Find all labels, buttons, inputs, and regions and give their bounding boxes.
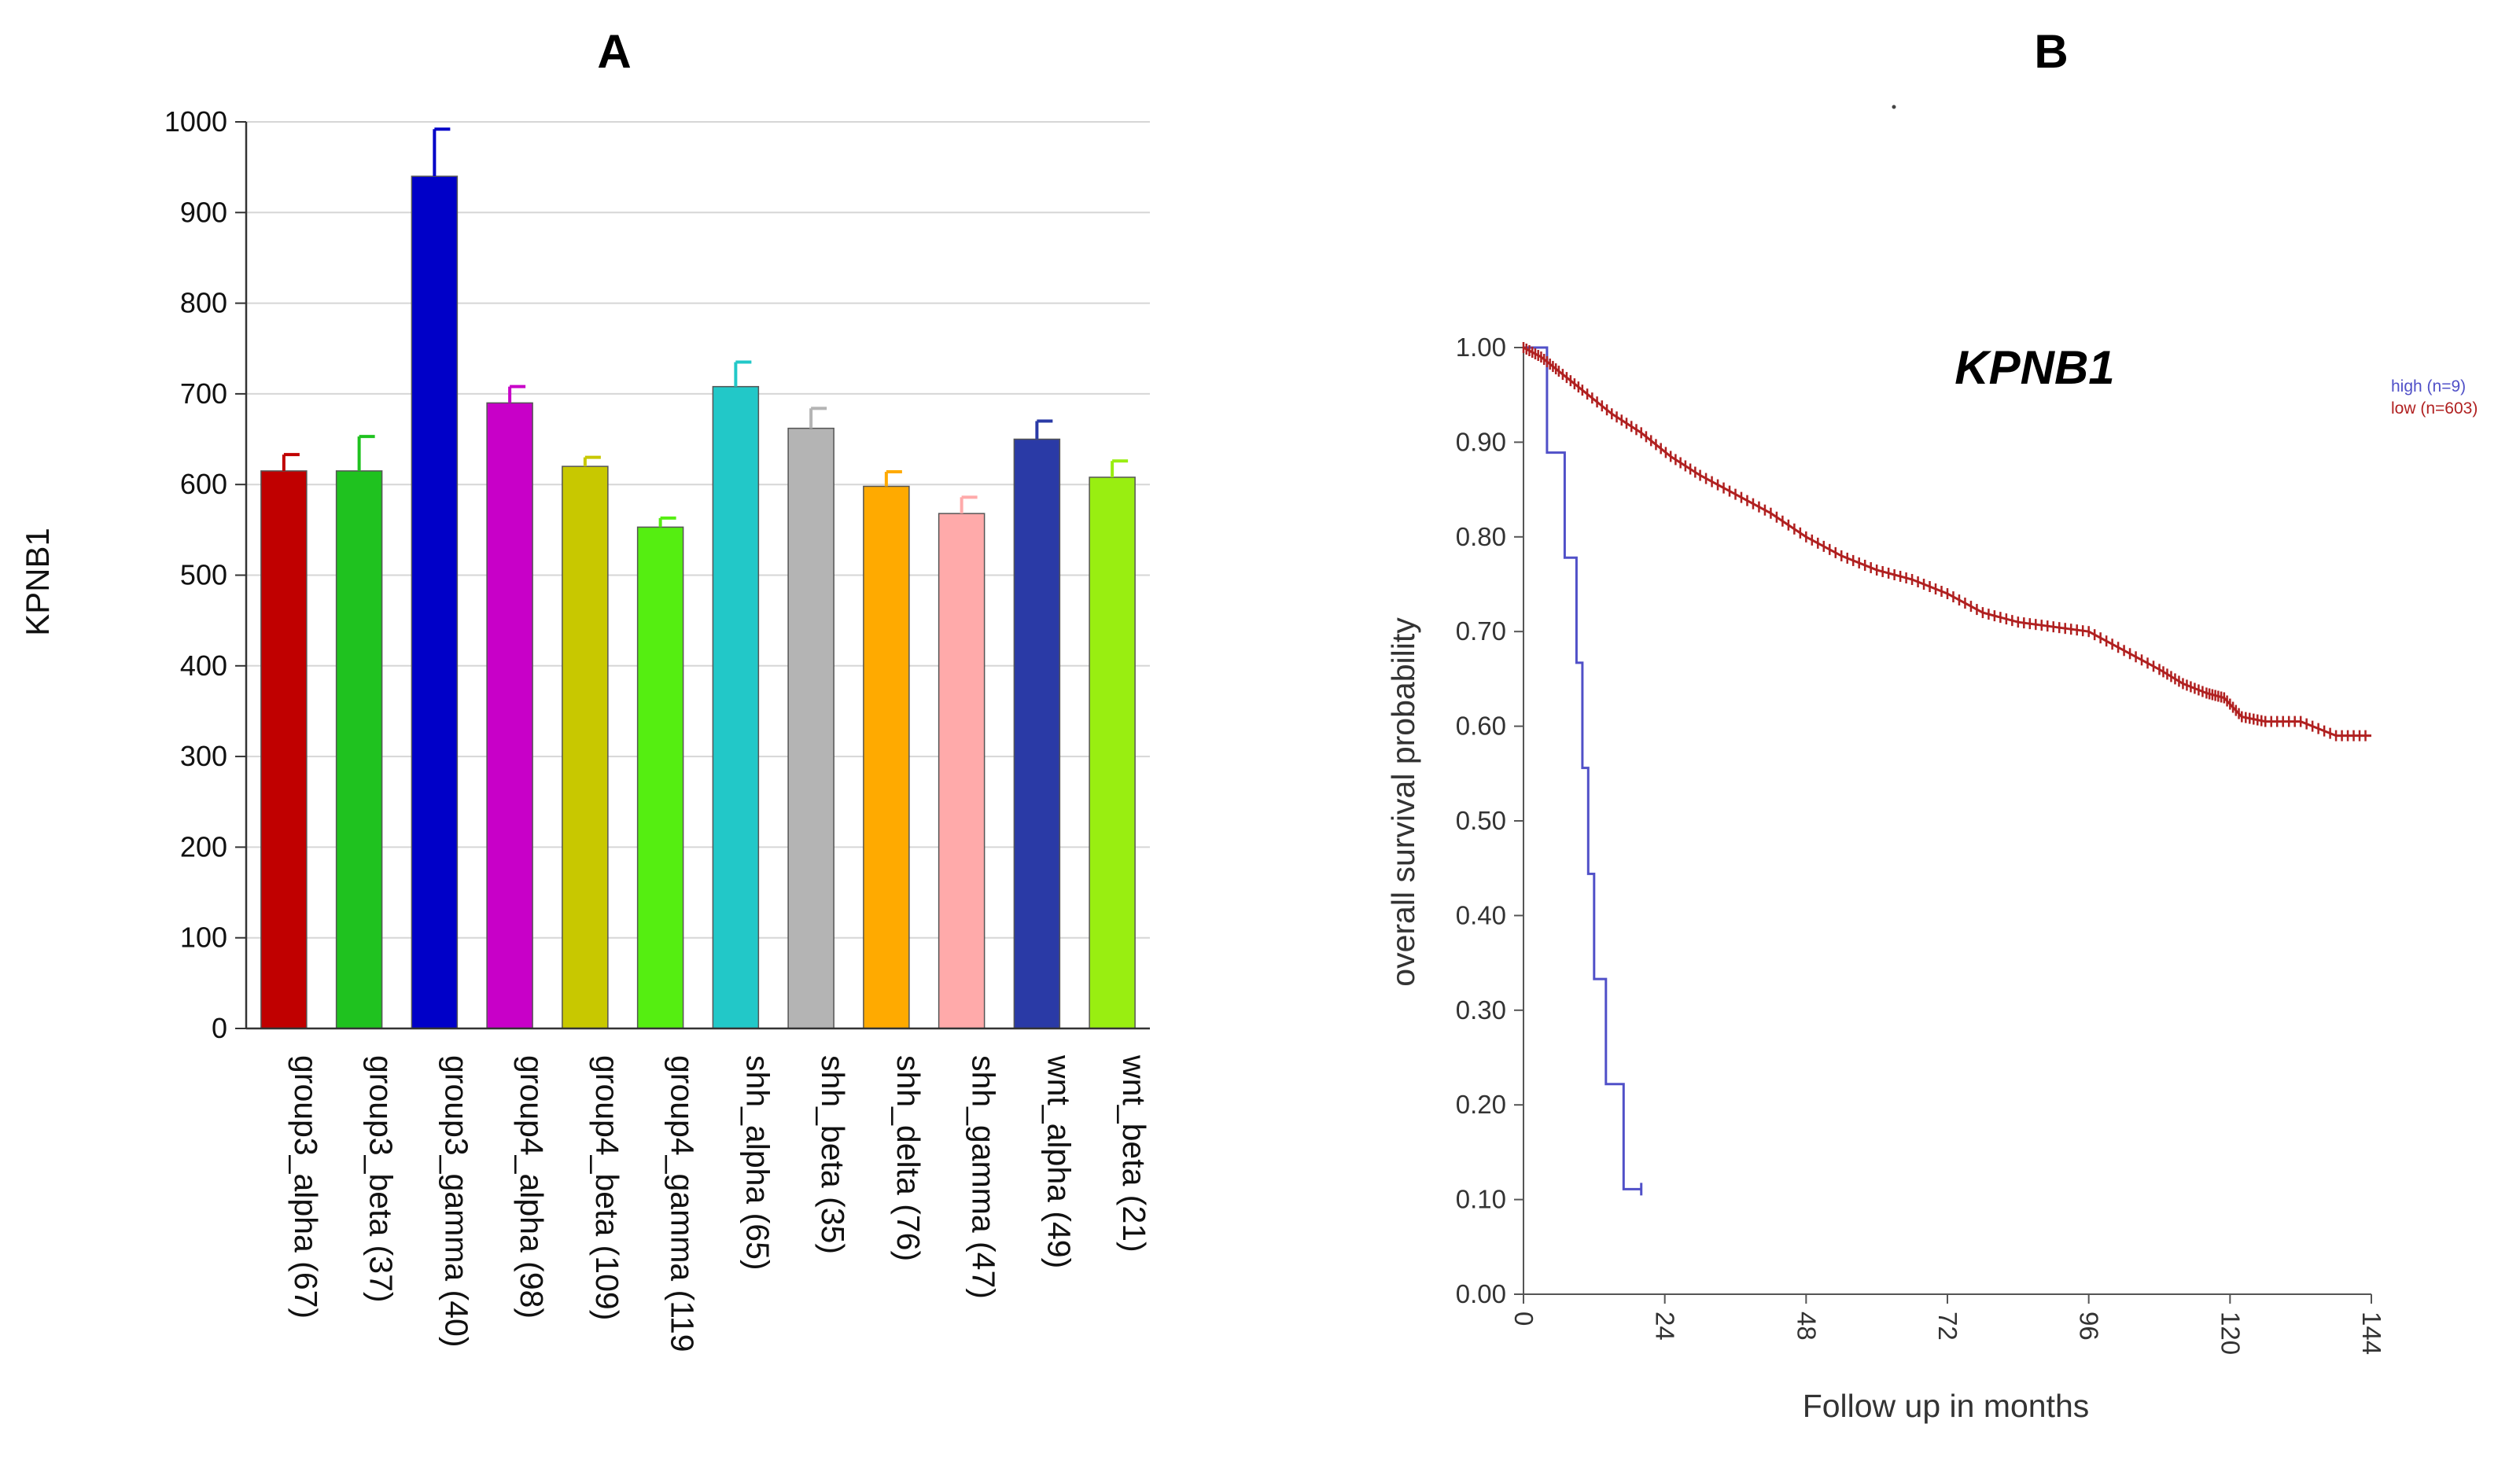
- panel-a-bars: [260, 175, 1136, 1029]
- panel-a-error-bars: [282, 127, 1129, 528]
- panel-a-letter: A: [597, 25, 631, 78]
- panel-b-letter: B: [2034, 25, 2068, 78]
- y-tick-label: 0.20: [1456, 1090, 1506, 1119]
- x-tick-label: 96: [2075, 1312, 2104, 1341]
- y-tick-label: 400: [180, 649, 227, 682]
- bar: [712, 385, 760, 1029]
- y-tick-label: 0.00: [1456, 1279, 1506, 1308]
- y-tick-label: 0.10: [1456, 1185, 1506, 1214]
- bar: [1089, 476, 1136, 1029]
- panel-b-x-axis-label: Follow up in months: [1803, 1388, 2090, 1424]
- stray-dot: [1892, 105, 1896, 109]
- panel-a-category-labels: group3_alpha (67) group3_beta (37) group3_…: [288, 1054, 1152, 1352]
- y-tick-label: 0.40: [1456, 900, 1506, 929]
- panel-b-survival-chart: B KPNB1 0.00 0.10 0.20 0.30 0.40 0.50 0.60 0.70…: [1385, 25, 2478, 1424]
- y-tick-label: 0.90: [1456, 427, 1506, 456]
- panel-a-y-ticks: 0 100 200 300 400 500 600 700 800 900 1000: [164, 105, 246, 1044]
- bar: [411, 175, 459, 1029]
- panel-a-y-axis-label: KPNB1: [19, 528, 56, 636]
- category-label: group3_gamma (40): [438, 1055, 474, 1347]
- legend-low: low (n=603): [2391, 399, 2478, 418]
- y-tick-label: 100: [180, 922, 227, 954]
- y-tick-label: 600: [180, 468, 227, 500]
- bar: [787, 427, 834, 1029]
- y-tick-label: 0.60: [1456, 712, 1506, 741]
- bar: [260, 470, 308, 1029]
- bar: [863, 485, 910, 1029]
- y-tick-label: 0.70: [1456, 616, 1506, 646]
- panel-b-title: KPNB1: [1954, 341, 2114, 394]
- panel-b-y-axis-label: overall survival probability: [1385, 617, 1421, 987]
- panel-b-y-ticks: 0.00 0.10 0.20 0.30 0.40 0.50 0.60 0.70 0.80 0.90…: [1456, 333, 1523, 1308]
- x-tick-label: 72: [1933, 1312, 1962, 1341]
- y-tick-label: 900: [180, 196, 227, 228]
- x-tick-label: 48: [1792, 1312, 1821, 1341]
- y-tick-label: 700: [180, 377, 227, 410]
- category-label: group3_alpha (67): [288, 1055, 324, 1319]
- category-label: shh_alpha (65): [739, 1055, 776, 1271]
- y-tick-label: 0: [212, 1012, 227, 1044]
- legend-high: high (n=9): [2391, 377, 2466, 396]
- series-low-line: [1523, 346, 2371, 738]
- panel-b-axes: [1523, 343, 2371, 1295]
- x-tick-label: 120: [2216, 1312, 2245, 1355]
- y-tick-label: 800: [180, 287, 227, 319]
- x-tick-label: 0: [1509, 1312, 1538, 1326]
- x-tick-label: 144: [2357, 1312, 2386, 1355]
- panel-b-series: [1522, 342, 2371, 1196]
- panel-a-bar-chart: A 0 100 200 300 400 500 600 700 800 900 1000 group…: [19, 25, 1152, 1352]
- category-label: wnt_alpha (49): [1041, 1054, 1077, 1268]
- category-label: group3_beta (37): [363, 1055, 400, 1303]
- bar: [636, 526, 684, 1029]
- category-label: shh_delta (76): [890, 1055, 927, 1261]
- series-high-line: [1523, 346, 1641, 1190]
- category-label: group4_beta (109): [589, 1055, 625, 1320]
- y-tick-label: 200: [180, 830, 227, 863]
- category-label: group4_alpha (98): [514, 1055, 550, 1319]
- y-tick-label: 300: [180, 740, 227, 772]
- bar: [938, 513, 986, 1029]
- panel-b-x-ticks: 0 24 48 72 96 120 144: [1509, 1294, 2386, 1355]
- y-tick-label: 0.30: [1456, 995, 1506, 1025]
- y-tick-label: 1.00: [1456, 333, 1506, 362]
- bar: [486, 402, 533, 1029]
- y-tick-label: 1000: [164, 105, 227, 138]
- category-label: wnt_beta (21): [1116, 1054, 1152, 1253]
- y-tick-label: 0.80: [1456, 522, 1506, 551]
- category-label: shh_gamma (47): [966, 1055, 1002, 1299]
- bar: [335, 470, 383, 1029]
- category-label: group4_gamma (119: [665, 1055, 701, 1352]
- bar: [562, 465, 609, 1029]
- y-tick-label: 500: [180, 559, 227, 591]
- bar: [1013, 438, 1061, 1029]
- panel-a-gridlines: [246, 121, 1150, 939]
- panel-a-axes: [245, 122, 1150, 1030]
- y-tick-label: 0.50: [1456, 806, 1506, 835]
- category-label: shh_beta (35): [815, 1055, 851, 1254]
- x-tick-label: 24: [1651, 1312, 1680, 1341]
